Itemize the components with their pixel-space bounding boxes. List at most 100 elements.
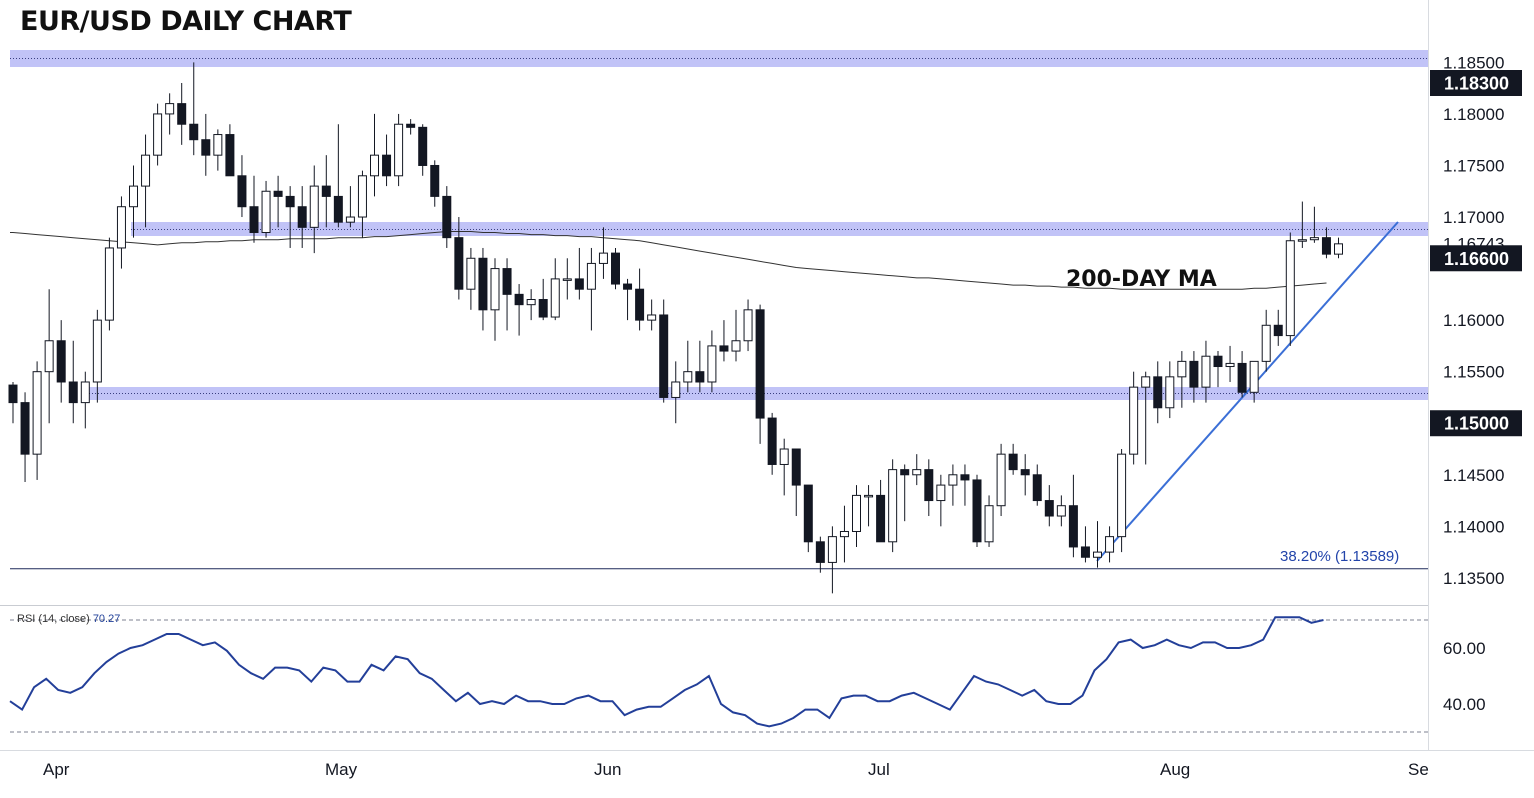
rsi-tick-label: 40.00 xyxy=(1443,695,1486,714)
candle-up xyxy=(827,536,837,563)
candle-down xyxy=(1032,474,1042,502)
candle-down xyxy=(1044,500,1054,517)
candle-down xyxy=(333,195,343,223)
candle-up xyxy=(586,262,596,290)
candle-down xyxy=(1153,376,1163,409)
candle-up xyxy=(466,257,476,290)
candle-up xyxy=(526,299,536,306)
rsi-indicator-label: RSI (14, close) 70.27 xyxy=(17,613,120,625)
candle-up xyxy=(707,345,717,383)
time-tick-label: Jul xyxy=(868,760,890,779)
candle-down xyxy=(418,126,428,166)
price-tick-label: 1.18500 xyxy=(1443,53,1504,72)
candle-up xyxy=(948,474,958,486)
candle-up xyxy=(1165,376,1175,409)
candle-up xyxy=(852,494,861,532)
candle-down xyxy=(791,448,801,486)
candle-down xyxy=(538,299,548,318)
candle-down xyxy=(960,474,970,481)
candle-up xyxy=(213,134,223,156)
time-tick-label: Se xyxy=(1408,760,1429,779)
candle-up xyxy=(104,247,114,321)
candle-up xyxy=(1056,505,1066,517)
time-tick-label: Jun xyxy=(594,760,621,779)
candle-up xyxy=(839,530,849,538)
candle-up xyxy=(598,252,608,264)
candle-up xyxy=(309,185,319,228)
price-tick-label: 1.16000 xyxy=(1443,311,1504,330)
candle-down xyxy=(635,288,645,321)
candle-up xyxy=(683,371,693,383)
candle-down xyxy=(8,384,18,404)
candle-up xyxy=(32,371,42,455)
price-badge-label: 1.18300 xyxy=(1444,74,1509,94)
candle-down xyxy=(1273,324,1283,337)
candle-up xyxy=(1261,324,1271,362)
candle-down xyxy=(382,154,392,177)
candle-down xyxy=(1213,355,1223,368)
candle-up xyxy=(370,154,379,177)
candle-down xyxy=(225,134,235,177)
price-tick-label: 1.17500 xyxy=(1443,156,1504,175)
candle-down xyxy=(659,314,669,398)
candle-up xyxy=(116,206,126,249)
price-tick-label: 1.17000 xyxy=(1443,208,1504,227)
candle-up xyxy=(1249,360,1259,393)
candle-down xyxy=(767,417,777,465)
ma-200-line xyxy=(10,231,1327,290)
candle-down xyxy=(454,237,464,290)
candle-up xyxy=(550,278,560,318)
candle-down xyxy=(406,123,416,128)
price-badge-label: 1.16600 xyxy=(1444,249,1509,269)
candle-down xyxy=(900,469,910,476)
candle-down xyxy=(177,103,187,125)
candle-up xyxy=(1105,536,1115,553)
candle-down xyxy=(442,195,452,239)
candle-up xyxy=(141,154,151,187)
candle-down xyxy=(273,190,283,197)
candle-up xyxy=(671,381,681,398)
candle-down xyxy=(502,268,512,295)
candle-down xyxy=(972,479,982,543)
candle-down xyxy=(1189,360,1199,388)
candle-up xyxy=(731,340,741,352)
candle-up xyxy=(261,190,271,233)
candle-down xyxy=(611,252,620,285)
candle-up xyxy=(394,123,404,177)
candle-up xyxy=(1297,239,1307,242)
candle-down xyxy=(719,345,729,352)
candle-up xyxy=(44,340,54,373)
fib-level-label: 38.20% (1.13589) xyxy=(1280,548,1400,565)
ma-label: 200-DAY MA xyxy=(1066,267,1217,292)
candle-down xyxy=(297,206,307,228)
candle-down xyxy=(249,206,259,233)
candle-down xyxy=(68,381,78,404)
rsi-label-prefix: RSI (14, close) xyxy=(17,613,90,625)
time-tick-label: Aug xyxy=(1160,760,1190,779)
candle-down xyxy=(237,175,247,208)
time-tick-label: May xyxy=(325,760,358,779)
candle-down xyxy=(430,164,440,197)
candle-up xyxy=(562,278,572,281)
candle-down xyxy=(189,123,199,141)
candle-up xyxy=(779,448,789,465)
candle-down xyxy=(56,340,66,383)
price-tick-label: 1.18000 xyxy=(1443,105,1504,124)
rsi-tick-label: 60.00 xyxy=(1443,639,1486,658)
chart-title: EUR/USD DAILY CHART xyxy=(20,6,352,37)
candle-down xyxy=(478,257,488,311)
candle-up xyxy=(1334,243,1343,255)
candle-down xyxy=(1321,237,1331,255)
candle-up xyxy=(864,494,874,498)
candle-up xyxy=(1225,362,1235,368)
price-badge-bg xyxy=(1430,70,1522,96)
candle-up xyxy=(345,216,355,223)
candle-up xyxy=(1285,240,1295,337)
candle-up xyxy=(936,484,946,502)
price-tick-label: 1.13500 xyxy=(1443,569,1504,588)
candle-up xyxy=(1117,453,1127,538)
candle-up xyxy=(1309,237,1319,241)
candle-up xyxy=(1129,386,1139,455)
